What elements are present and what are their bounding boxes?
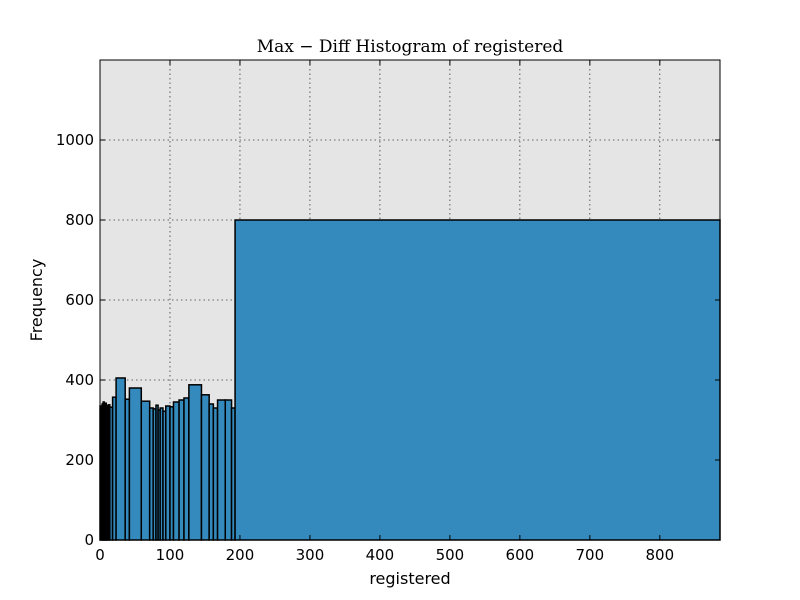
x-tick-label: 600 [506, 546, 535, 564]
y-tick-label: 1000 [56, 131, 94, 149]
x-tick-label: 0 [95, 546, 105, 564]
x-axis-label: registered [369, 569, 450, 588]
x-tick-label: 400 [366, 546, 395, 564]
y-tick-label: 400 [65, 371, 94, 389]
chart-title: Max − Diff Histogram of registered [257, 37, 564, 57]
x-tick-label: 200 [226, 546, 255, 564]
y-tick-label: 800 [65, 211, 94, 229]
histogram-bar [200, 394, 210, 541]
histogram-bar [115, 377, 126, 541]
y-tick-label: 600 [65, 291, 94, 309]
histogram-bar [224, 399, 233, 541]
histogram-bars [99, 219, 721, 541]
histogram-bar [172, 401, 180, 541]
histogram-bar [140, 400, 151, 541]
y-axis-label: Frequency [27, 259, 46, 342]
histogram-bar [128, 387, 143, 541]
x-tick-label: 800 [645, 546, 674, 564]
y-tick-label: 200 [65, 451, 94, 469]
axis-ticks: 0 100 200 300 400 500 600 700 800 0 200 400 600 800 10… [56, 60, 720, 564]
x-tick-label: 300 [296, 546, 325, 564]
histogram-bar [216, 399, 227, 541]
y-tick-label: 0 [84, 531, 94, 549]
x-tick-label: 700 [576, 546, 605, 564]
histogram-bar [188, 384, 203, 541]
x-tick-label: 500 [436, 546, 465, 564]
x-tick-label: 100 [156, 546, 185, 564]
histogram-bar [234, 219, 721, 541]
